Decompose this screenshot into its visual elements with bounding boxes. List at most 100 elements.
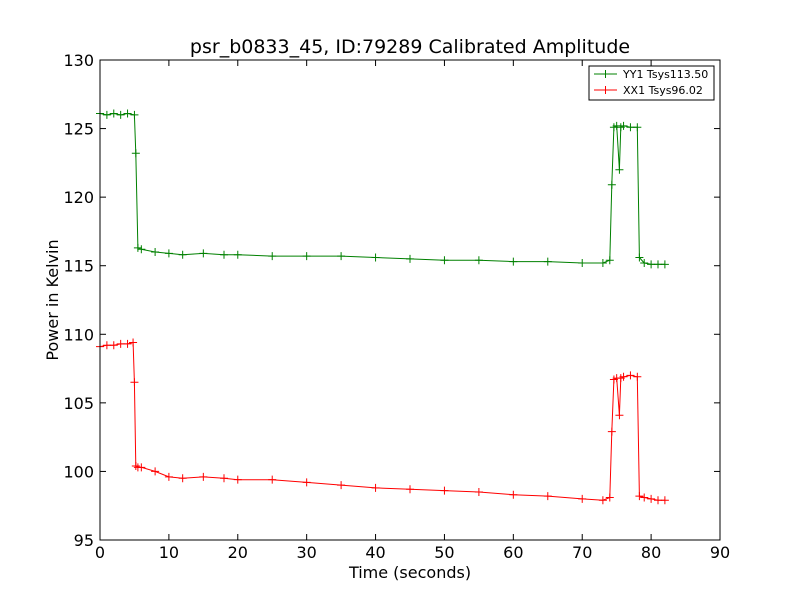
- y-tick-label: 130: [63, 51, 94, 70]
- data-point: [605, 256, 614, 265]
- y-tick-label: 125: [63, 120, 94, 139]
- data-point: [615, 411, 624, 420]
- data-point: [509, 257, 518, 266]
- data-point: [116, 339, 125, 348]
- data-point: [220, 250, 228, 259]
- data-point: [626, 123, 635, 132]
- data-point: [130, 378, 139, 387]
- data-point: [626, 371, 635, 380]
- x-tick-label: 70: [572, 543, 592, 562]
- data-point: [178, 250, 187, 259]
- y-tick-label: 105: [63, 394, 94, 413]
- data-point: [578, 258, 587, 267]
- legend: YY1 Tsys113.50 XX1 Tsys96.02: [588, 65, 715, 101]
- series-line: [99, 341, 665, 501]
- y-tick-label: 110: [63, 325, 94, 344]
- data-point: [654, 496, 662, 505]
- x-axis-label: Time (seconds): [348, 563, 471, 582]
- data-point: [102, 341, 111, 350]
- data-point: [130, 110, 139, 119]
- data-point: [633, 123, 642, 132]
- data-point: [268, 252, 277, 261]
- y-tick-label: 100: [63, 462, 94, 481]
- data-point: [619, 372, 628, 381]
- data-point: [619, 121, 628, 130]
- legend-entry-yy1: YY1 Tsys113.50: [594, 68, 708, 81]
- x-tick-label: 30: [296, 543, 316, 562]
- legend-label-yy1: YY1 Tsys113.50: [622, 68, 708, 81]
- series-xx1: [96, 338, 669, 505]
- data-point: [440, 256, 449, 265]
- data-point: [151, 248, 160, 256]
- data-point: [635, 492, 644, 501]
- data-point: [199, 472, 208, 481]
- data-point: [102, 110, 111, 119]
- data-point: [137, 463, 146, 472]
- data-point: [199, 249, 208, 258]
- data-point: [635, 253, 644, 262]
- data-point: [302, 252, 311, 261]
- legend-label-xx1: XX1 Tsys96.02: [623, 84, 703, 97]
- x-tick-label: 40: [365, 543, 385, 562]
- data-point: [647, 494, 656, 503]
- data-point: [268, 475, 277, 484]
- data-point: [164, 472, 173, 481]
- x-tick-label: 60: [503, 543, 523, 562]
- data-point: [605, 493, 614, 502]
- data-point: [578, 494, 587, 503]
- data-point: [509, 490, 518, 499]
- data-point: [543, 257, 552, 266]
- data-point: [129, 338, 138, 347]
- data-point: [302, 478, 311, 487]
- data-point: [164, 249, 173, 258]
- y-tick-label: 120: [63, 188, 94, 207]
- data-point: [233, 475, 242, 484]
- data-point: [640, 493, 649, 502]
- series-layer: [96, 109, 669, 505]
- y-tick-label: 115: [63, 257, 94, 276]
- data-point: [440, 486, 449, 495]
- data-point: [220, 474, 228, 483]
- x-tick-label: 50: [434, 543, 454, 562]
- legend-marker-yy1: [601, 70, 610, 78]
- data-point: [151, 467, 160, 476]
- plot-area-frame: [99, 59, 721, 541]
- legend-box: [588, 65, 715, 101]
- data-point: [123, 109, 132, 118]
- data-point: [660, 260, 669, 269]
- x-tick-label: 80: [641, 543, 661, 562]
- data-point: [123, 339, 132, 348]
- legend-entry-xx1: XX1 Tsys96.02: [594, 84, 703, 97]
- chart-title: psr_b0833_45, ID:79289 Calibrated Amplit…: [190, 36, 630, 58]
- y-axis-label: Power in Kelvin: [43, 239, 62, 360]
- x-tick-label: 0: [95, 543, 105, 562]
- data-point: [633, 372, 642, 381]
- data-point: [137, 245, 146, 254]
- data-point: [607, 427, 616, 436]
- data-point: [406, 254, 414, 263]
- data-point: [371, 253, 380, 262]
- x-tick-label: 10: [159, 543, 179, 562]
- data-point: [474, 488, 483, 496]
- x-tick-label: 90: [710, 543, 730, 562]
- data-point: [598, 258, 607, 267]
- axes-layer: 0 10 20 30 40 50 60 70 80 90 95 100 105 110 115 120 125 1…: [63, 51, 730, 562]
- data-point: [109, 109, 118, 118]
- y-tick-label: 95: [74, 531, 94, 550]
- data-point: [660, 496, 669, 505]
- data-point: [371, 483, 380, 492]
- x-tick-label: 20: [228, 543, 248, 562]
- data-point: [654, 260, 662, 269]
- data-point: [474, 256, 483, 265]
- legend-marker-xx1: [601, 86, 610, 94]
- data-point: [615, 165, 624, 174]
- data-point: [406, 485, 414, 494]
- data-point: [116, 110, 125, 119]
- data-point: [337, 252, 346, 261]
- data-point: [543, 492, 552, 501]
- data-point: [131, 461, 140, 470]
- series-line: [99, 112, 665, 265]
- data-point: [233, 250, 242, 259]
- data-point: [131, 149, 140, 158]
